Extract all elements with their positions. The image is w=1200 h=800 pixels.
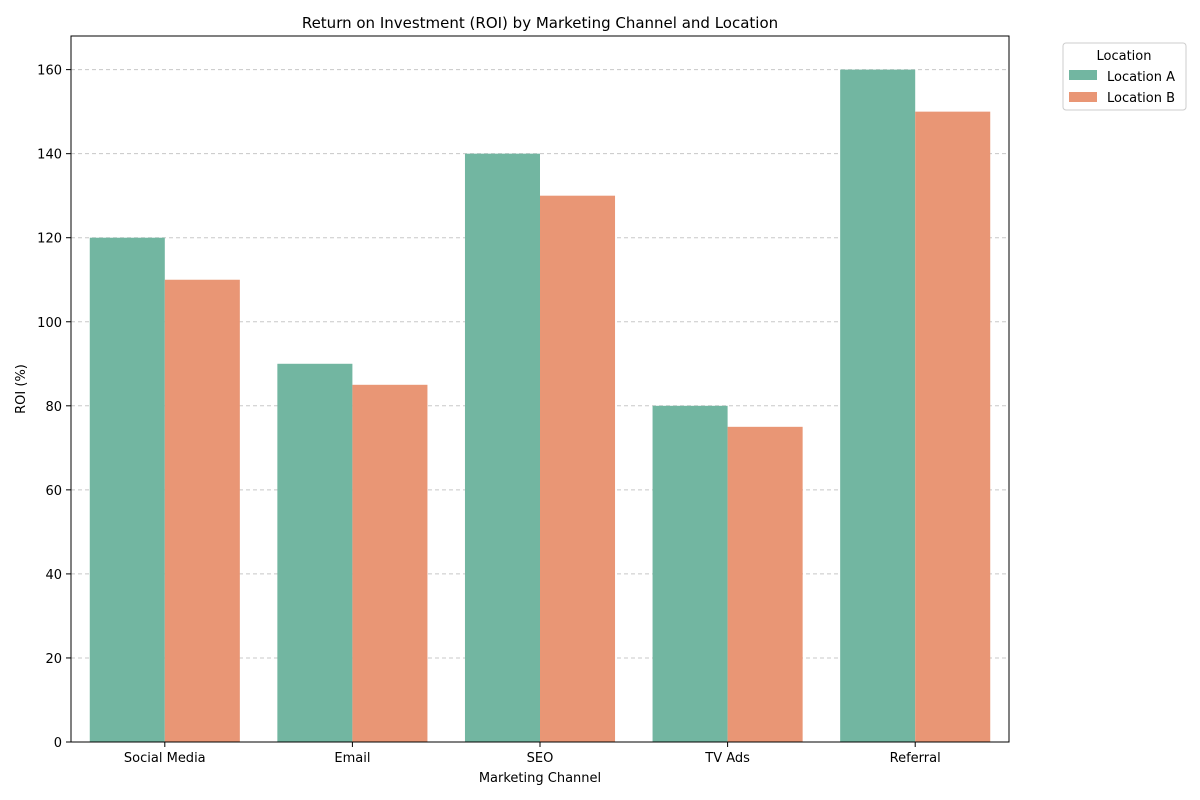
x-tick-label: Email (334, 751, 370, 766)
y-axis-label: ROI (%) (14, 364, 29, 414)
bar-location-b-social-media (164, 279, 240, 742)
x-axis-label: Marketing Channel (479, 771, 601, 786)
y-tick-label: 140 (37, 148, 62, 163)
bar-location-a-seo (464, 153, 540, 742)
x-tick-label: TV Ads (704, 751, 750, 766)
chart-title: Return on Investment (ROI) by Marketing … (302, 14, 778, 32)
bar-location-a-referral (840, 69, 916, 743)
x-axis-ticks: Social Media Email SEO TV Ads Referral (124, 742, 941, 766)
y-tick-label: 100 (37, 316, 62, 331)
y-tick-label: 160 (37, 64, 62, 79)
bar-location-a-tv-ads (652, 405, 728, 742)
y-tick-label: 60 (45, 484, 62, 499)
bar-location-b-referral (915, 111, 991, 742)
y-axis-ticks: 0 20 40 60 80 100 120 140 160 (37, 64, 71, 751)
y-tick-label: 0 (54, 736, 62, 751)
bar-location-a-social-media (89, 237, 165, 742)
legend-title: Location (1097, 49, 1152, 64)
legend-swatch-location-b (1069, 92, 1097, 102)
bar-location-a-email (277, 363, 353, 742)
bars (89, 69, 991, 743)
y-tick-label: 120 (37, 232, 62, 247)
x-tick-label: Referral (890, 751, 941, 766)
legend: Location Location A Location B (1062, 42, 1187, 111)
x-tick-label: Social Media (124, 751, 206, 766)
y-tick-label: 80 (45, 400, 62, 415)
legend-label-location-a: Location A (1107, 70, 1175, 85)
x-tick-label: SEO (527, 751, 554, 766)
legend-swatch-location-a (1069, 70, 1097, 80)
bar-location-b-email (352, 384, 428, 742)
legend-label-location-b: Location B (1107, 91, 1175, 106)
y-tick-label: 20 (45, 652, 62, 667)
bar-location-b-tv-ads (727, 426, 803, 742)
bar-location-b-seo (540, 195, 616, 742)
y-tick-label: 40 (45, 568, 62, 583)
